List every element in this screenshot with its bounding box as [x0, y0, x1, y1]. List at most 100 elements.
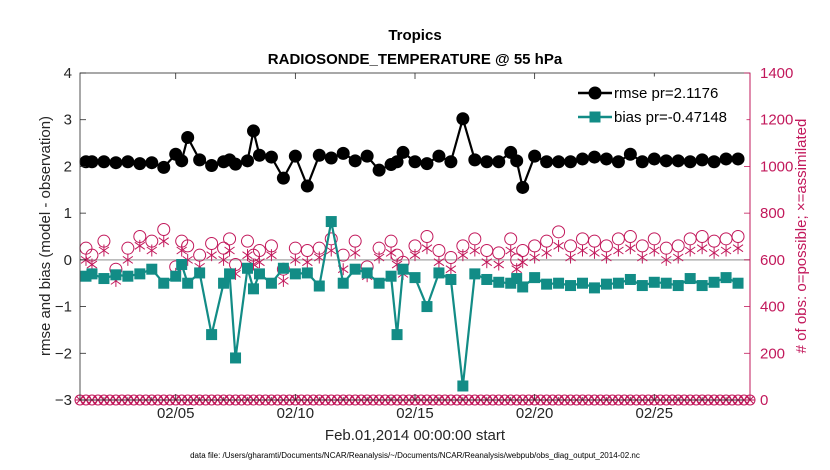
bias-point — [529, 272, 541, 284]
bias-point — [612, 277, 624, 289]
bias-point — [170, 270, 182, 282]
assimilated-obs-point — [660, 253, 672, 266]
bias-point — [134, 268, 146, 280]
asterisk-stroke — [146, 246, 158, 255]
x-tick-label: 02/20 — [516, 405, 554, 422]
rmse-point — [719, 152, 733, 166]
bias-point — [224, 268, 236, 280]
rmse-point — [133, 157, 147, 171]
assimilated-obs-point — [224, 244, 235, 257]
rmse-point — [635, 155, 649, 169]
rmse-point — [300, 179, 314, 193]
bias-point — [176, 259, 188, 271]
x-tick-label: 02/25 — [636, 405, 674, 422]
bias-point — [397, 263, 409, 275]
assimilated-obs-point — [589, 246, 600, 259]
bias-point — [708, 276, 720, 288]
asterisk-stroke — [541, 248, 552, 257]
ticks-layer: −3 −2 −1 0 1 2 3 4 0 200 400 600 800 1000 1200 1400 02/0… — [55, 65, 793, 422]
bias-point — [696, 280, 708, 292]
rmse-point — [611, 155, 625, 169]
assimilated-obs-point — [684, 244, 696, 257]
assimilated-obs-point — [565, 251, 576, 264]
asterisk-stroke — [708, 248, 720, 257]
bias-point — [277, 262, 289, 274]
bias-point — [385, 270, 397, 282]
rmse-point — [181, 130, 195, 144]
assimilated-obs-point — [505, 244, 517, 257]
asterisk-stroke — [373, 253, 385, 262]
assimilated-obs-point — [266, 249, 277, 262]
rmse-point — [241, 154, 254, 168]
assimilated-obs-point — [218, 253, 229, 266]
assimilated-obs-point — [577, 244, 588, 257]
asterisk-stroke — [505, 246, 517, 255]
rmse-point — [390, 155, 404, 169]
rmse-point — [157, 160, 171, 174]
rmse-point — [599, 152, 613, 166]
bias-point — [373, 277, 385, 289]
bias-point — [577, 277, 588, 289]
legend-rmse-label: rmse pr=2.1176 — [614, 85, 718, 102]
assimilated-obs-point — [122, 253, 134, 266]
bias-point — [409, 272, 421, 284]
y-axis-label-left: rmse and bias (model - observation) — [37, 116, 54, 356]
asterisk-stroke — [577, 246, 588, 255]
asterisk-stroke — [266, 251, 277, 260]
bias-point — [720, 272, 732, 284]
rmse-point — [671, 154, 685, 168]
asterisk-stroke — [421, 244, 433, 253]
asterisk-stroke — [553, 241, 564, 250]
asterisk-stroke — [493, 260, 505, 269]
bias-point — [230, 352, 242, 364]
assimilated-obs-point — [517, 256, 528, 269]
asterisk-stroke — [313, 253, 325, 262]
assimilated-obs-point — [242, 249, 253, 262]
legend-bias-label: bias pr=-0.47148 — [614, 109, 727, 126]
asterisk-stroke — [218, 255, 229, 264]
assimilated-obs-point — [206, 249, 217, 262]
bias-point — [672, 280, 684, 292]
rmse-point — [731, 152, 745, 166]
data-file-footnote: data file: /Users/gharamti/Documents/NCA… — [190, 451, 640, 460]
assimilated-obs-point — [254, 256, 265, 269]
asterisk-stroke — [601, 253, 612, 262]
bias-point — [313, 280, 325, 292]
assimilated-obs-point — [302, 256, 313, 269]
asterisk-stroke — [158, 237, 170, 246]
assimilated-obs-point — [176, 244, 187, 257]
bias-point — [511, 273, 523, 285]
y-left-tick-label: 0 — [64, 252, 72, 269]
assimilated-obs-point — [278, 274, 289, 287]
assimilated-obs-point — [325, 244, 337, 257]
rmse-point — [336, 146, 350, 160]
asterisk-stroke — [254, 258, 265, 267]
rmse-point — [252, 148, 266, 162]
bias-point — [636, 280, 648, 292]
y-right-tick-label: 600 — [760, 252, 785, 269]
chart-subtitle: RADIOSONDE_TEMPERATURE @ 55 hPa — [268, 51, 563, 68]
rmse-point — [348, 154, 362, 168]
rmse-point — [121, 155, 135, 169]
asterisk-stroke — [469, 246, 481, 255]
legend: rmse pr=2.1176 bias pr=-0.47148 — [573, 76, 747, 144]
asterisk-stroke — [325, 246, 337, 255]
bias-point — [553, 277, 565, 289]
bias-point — [325, 216, 337, 228]
asterisk-stroke — [637, 253, 648, 262]
asterisk-stroke — [684, 246, 696, 255]
assimilated-obs-point — [469, 244, 481, 257]
assimilated-obs-point — [146, 244, 158, 257]
asterisk-stroke — [98, 246, 110, 255]
assimilated-obs-point — [648, 244, 660, 257]
asterisk-stroke — [409, 251, 421, 260]
asterisk-stroke — [433, 258, 445, 267]
rmse-point — [576, 152, 589, 166]
bias-point — [218, 277, 230, 289]
asterisk-stroke — [391, 260, 403, 269]
bias-point — [98, 273, 110, 285]
bias-point — [158, 277, 170, 289]
assimilated-obs-point — [493, 258, 505, 271]
legend-item-bias: bias pr=-0.47148 — [578, 109, 727, 126]
asterisk-stroke — [242, 251, 253, 260]
